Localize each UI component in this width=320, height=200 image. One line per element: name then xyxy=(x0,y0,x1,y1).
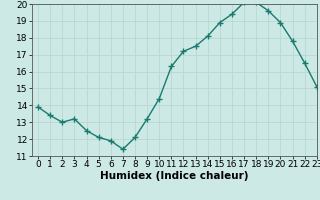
X-axis label: Humidex (Indice chaleur): Humidex (Indice chaleur) xyxy=(100,171,249,181)
